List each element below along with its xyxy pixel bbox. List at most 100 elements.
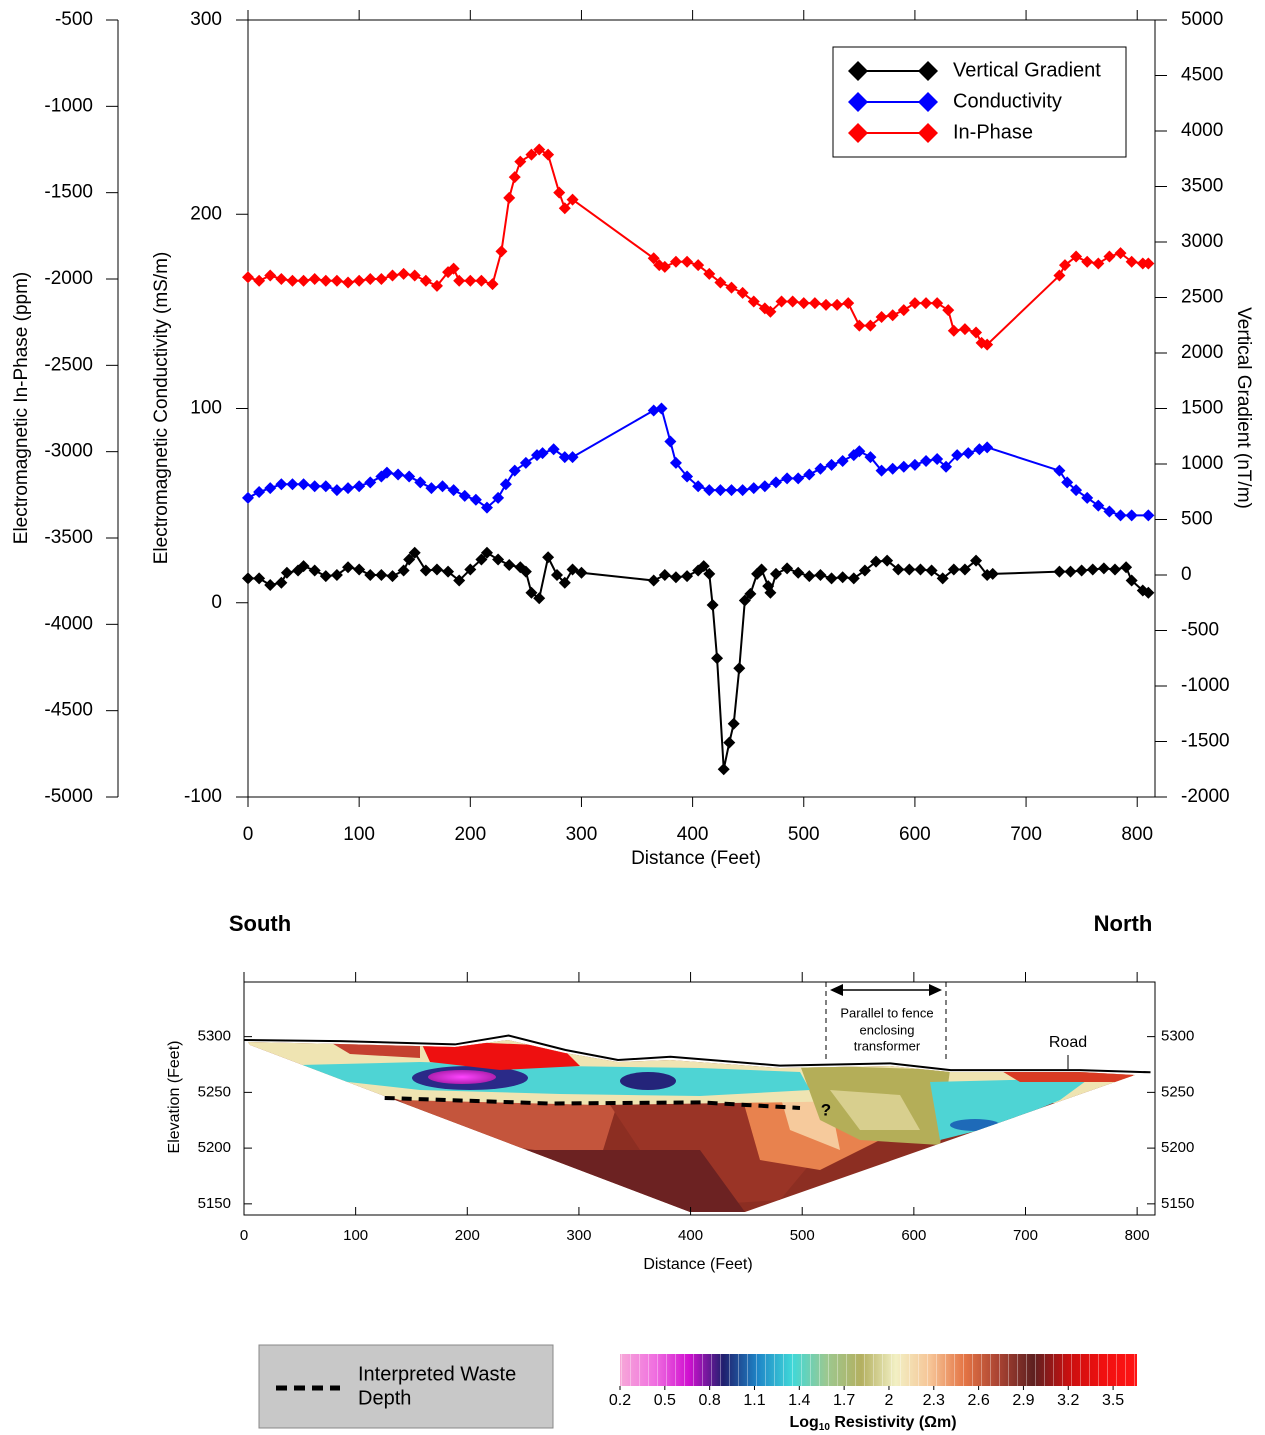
north-label: North <box>1094 911 1153 936</box>
colorbar-tick-label: 2.6 <box>967 1392 989 1409</box>
data-point <box>253 274 266 287</box>
x-tick-label: 700 <box>1013 1227 1038 1244</box>
data-point <box>353 563 366 576</box>
data-point <box>558 451 571 464</box>
data-point <box>886 462 899 475</box>
data-point <box>364 273 377 285</box>
data-point <box>1142 509 1155 522</box>
data-point <box>781 562 794 575</box>
data-point <box>697 560 710 573</box>
colorbar-tick-label: 0.5 <box>654 1392 676 1409</box>
data-point <box>408 546 421 559</box>
data-point <box>308 273 321 285</box>
data-point <box>1053 269 1066 282</box>
data-point <box>447 484 460 497</box>
data-point <box>342 276 355 289</box>
data-point <box>970 554 983 567</box>
data-point <box>264 482 277 495</box>
y-tick-label: -5000 <box>44 786 93 807</box>
data-point <box>831 298 844 311</box>
data-point <box>819 298 832 311</box>
x-tick-label: 300 <box>566 824 598 845</box>
y-tick-label: 1500 <box>1181 398 1223 419</box>
legend-marker <box>918 92 938 112</box>
data-point <box>836 454 849 467</box>
data-point <box>758 480 771 493</box>
question-mark: ? <box>821 1100 831 1119</box>
data-point <box>275 273 288 285</box>
data-point <box>403 553 416 566</box>
data-point <box>775 295 788 308</box>
data-point <box>458 489 471 502</box>
data-point <box>419 274 432 287</box>
x-tick-label: 600 <box>901 1227 926 1244</box>
y-tick-label: 4500 <box>1181 65 1223 86</box>
data-point <box>692 259 705 272</box>
data-point <box>942 304 955 317</box>
y-tick-label: -500 <box>55 9 93 30</box>
data-point <box>981 338 994 351</box>
data-point <box>558 202 571 215</box>
data-point <box>692 480 705 493</box>
y-tick-label: 5250 <box>198 1083 231 1100</box>
y-tick-label: 2500 <box>1181 287 1223 308</box>
colorbar-tick-label: 3.5 <box>1102 1392 1124 1409</box>
data-point <box>242 491 254 504</box>
legend-label: Depth <box>358 1387 411 1409</box>
data-point <box>764 305 777 318</box>
data-point <box>669 571 682 584</box>
data-point <box>419 564 432 577</box>
legend-label: Conductivity <box>953 90 1062 112</box>
data-point <box>319 480 332 493</box>
data-point <box>792 472 805 485</box>
south-label: South <box>229 911 291 936</box>
data-point <box>736 484 749 497</box>
data-point <box>514 155 527 168</box>
data-point <box>703 484 716 497</box>
data-point <box>875 310 888 323</box>
data-point <box>725 484 738 497</box>
data-point <box>755 563 768 576</box>
data-point <box>669 456 682 469</box>
data-point <box>769 476 782 489</box>
series-line <box>247 148 1149 346</box>
data-point <box>825 572 838 585</box>
data-point <box>375 273 388 285</box>
ground-surface <box>243 1034 1151 1074</box>
data-point <box>525 148 538 161</box>
data-point <box>703 567 716 580</box>
data-point <box>275 478 288 491</box>
data-point <box>386 269 399 282</box>
data-point <box>430 563 443 576</box>
data-point <box>330 274 343 287</box>
y-tick-label: 3500 <box>1181 176 1223 197</box>
data-point <box>558 576 571 589</box>
data-point <box>647 574 660 587</box>
data-point <box>533 592 546 605</box>
colorbar-tick-label: 0.8 <box>699 1392 721 1409</box>
data-point <box>962 447 975 460</box>
data-point <box>508 171 521 184</box>
data-point <box>453 574 466 587</box>
x-tick-label: 800 <box>1125 1227 1150 1244</box>
data-point <box>575 566 588 579</box>
data-point <box>864 319 877 332</box>
data-point <box>925 564 938 577</box>
data-point <box>425 482 438 495</box>
colorbar-tick-label: 0.2 <box>609 1392 631 1409</box>
data-point <box>492 553 505 566</box>
data-point <box>308 480 321 493</box>
data-point <box>727 717 740 730</box>
data-point <box>1142 257 1155 270</box>
data-point <box>786 295 799 308</box>
data-point <box>547 443 560 456</box>
data-point <box>495 245 508 258</box>
data-point <box>1058 259 1071 272</box>
x-tick-label: 100 <box>343 1227 368 1244</box>
x-tick-label: 700 <box>1010 824 1042 845</box>
data-point <box>936 572 949 585</box>
data-point <box>447 262 460 275</box>
data-point <box>897 460 910 473</box>
data-point <box>308 564 321 577</box>
legend-marker <box>848 123 868 143</box>
